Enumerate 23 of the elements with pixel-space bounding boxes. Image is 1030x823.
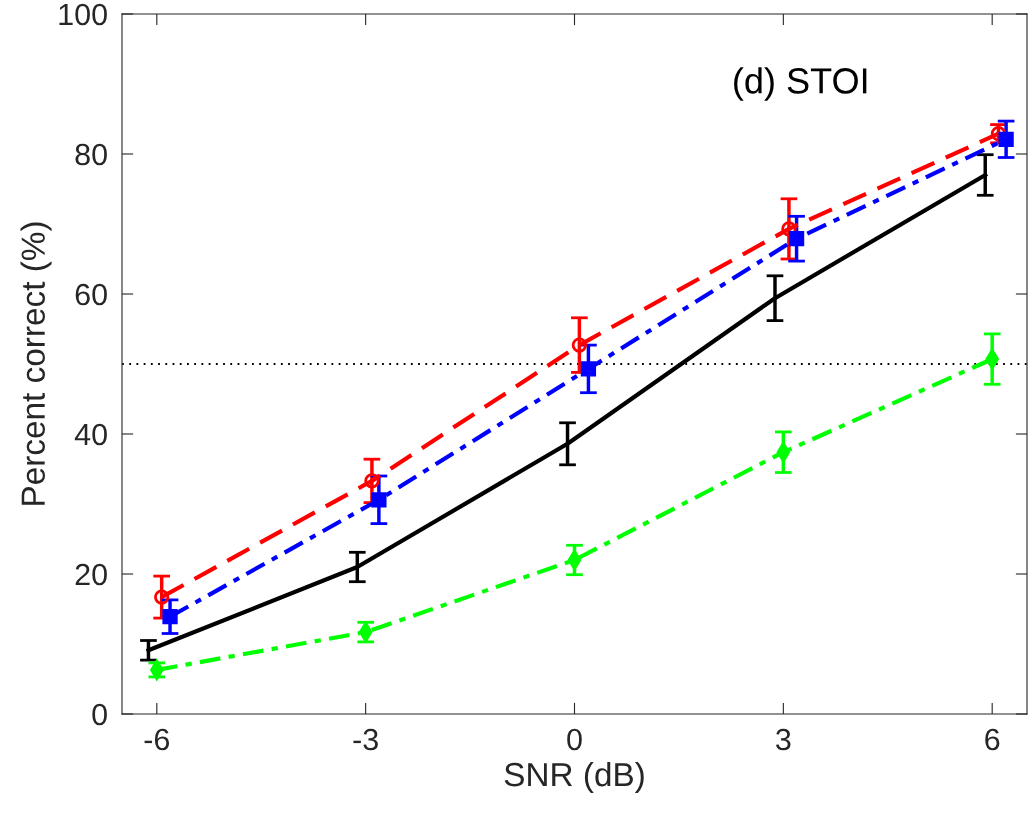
y-tick-label: 80 — [75, 143, 107, 166]
x-tick-label: -6 — [144, 728, 170, 751]
point — [788, 231, 805, 247]
x-tick-label: -3 — [353, 728, 378, 751]
point — [162, 609, 178, 625]
y-axis-title: Percent correct (%) — [20, 222, 52, 505]
annotation: (d) STOI — [734, 67, 867, 101]
point — [781, 221, 797, 237]
y-tick-label: 20 — [75, 563, 107, 586]
x-tick-label: 0 — [567, 728, 582, 751]
point — [998, 131, 1014, 147]
y-tick-label: 60 — [75, 283, 107, 306]
point — [571, 337, 588, 353]
y-tick-label: 40 — [74, 423, 107, 446]
y-tick-label: 0 — [92, 703, 107, 726]
x-axis-title: SNR (dB) — [504, 761, 644, 793]
point — [580, 361, 597, 377]
point — [154, 589, 170, 605]
x-tick-label: 6 — [985, 728, 1000, 751]
point — [364, 473, 380, 489]
point — [371, 492, 387, 508]
y-tick-label: 100 — [59, 3, 107, 26]
x-tick-label: 3 — [776, 728, 791, 751]
